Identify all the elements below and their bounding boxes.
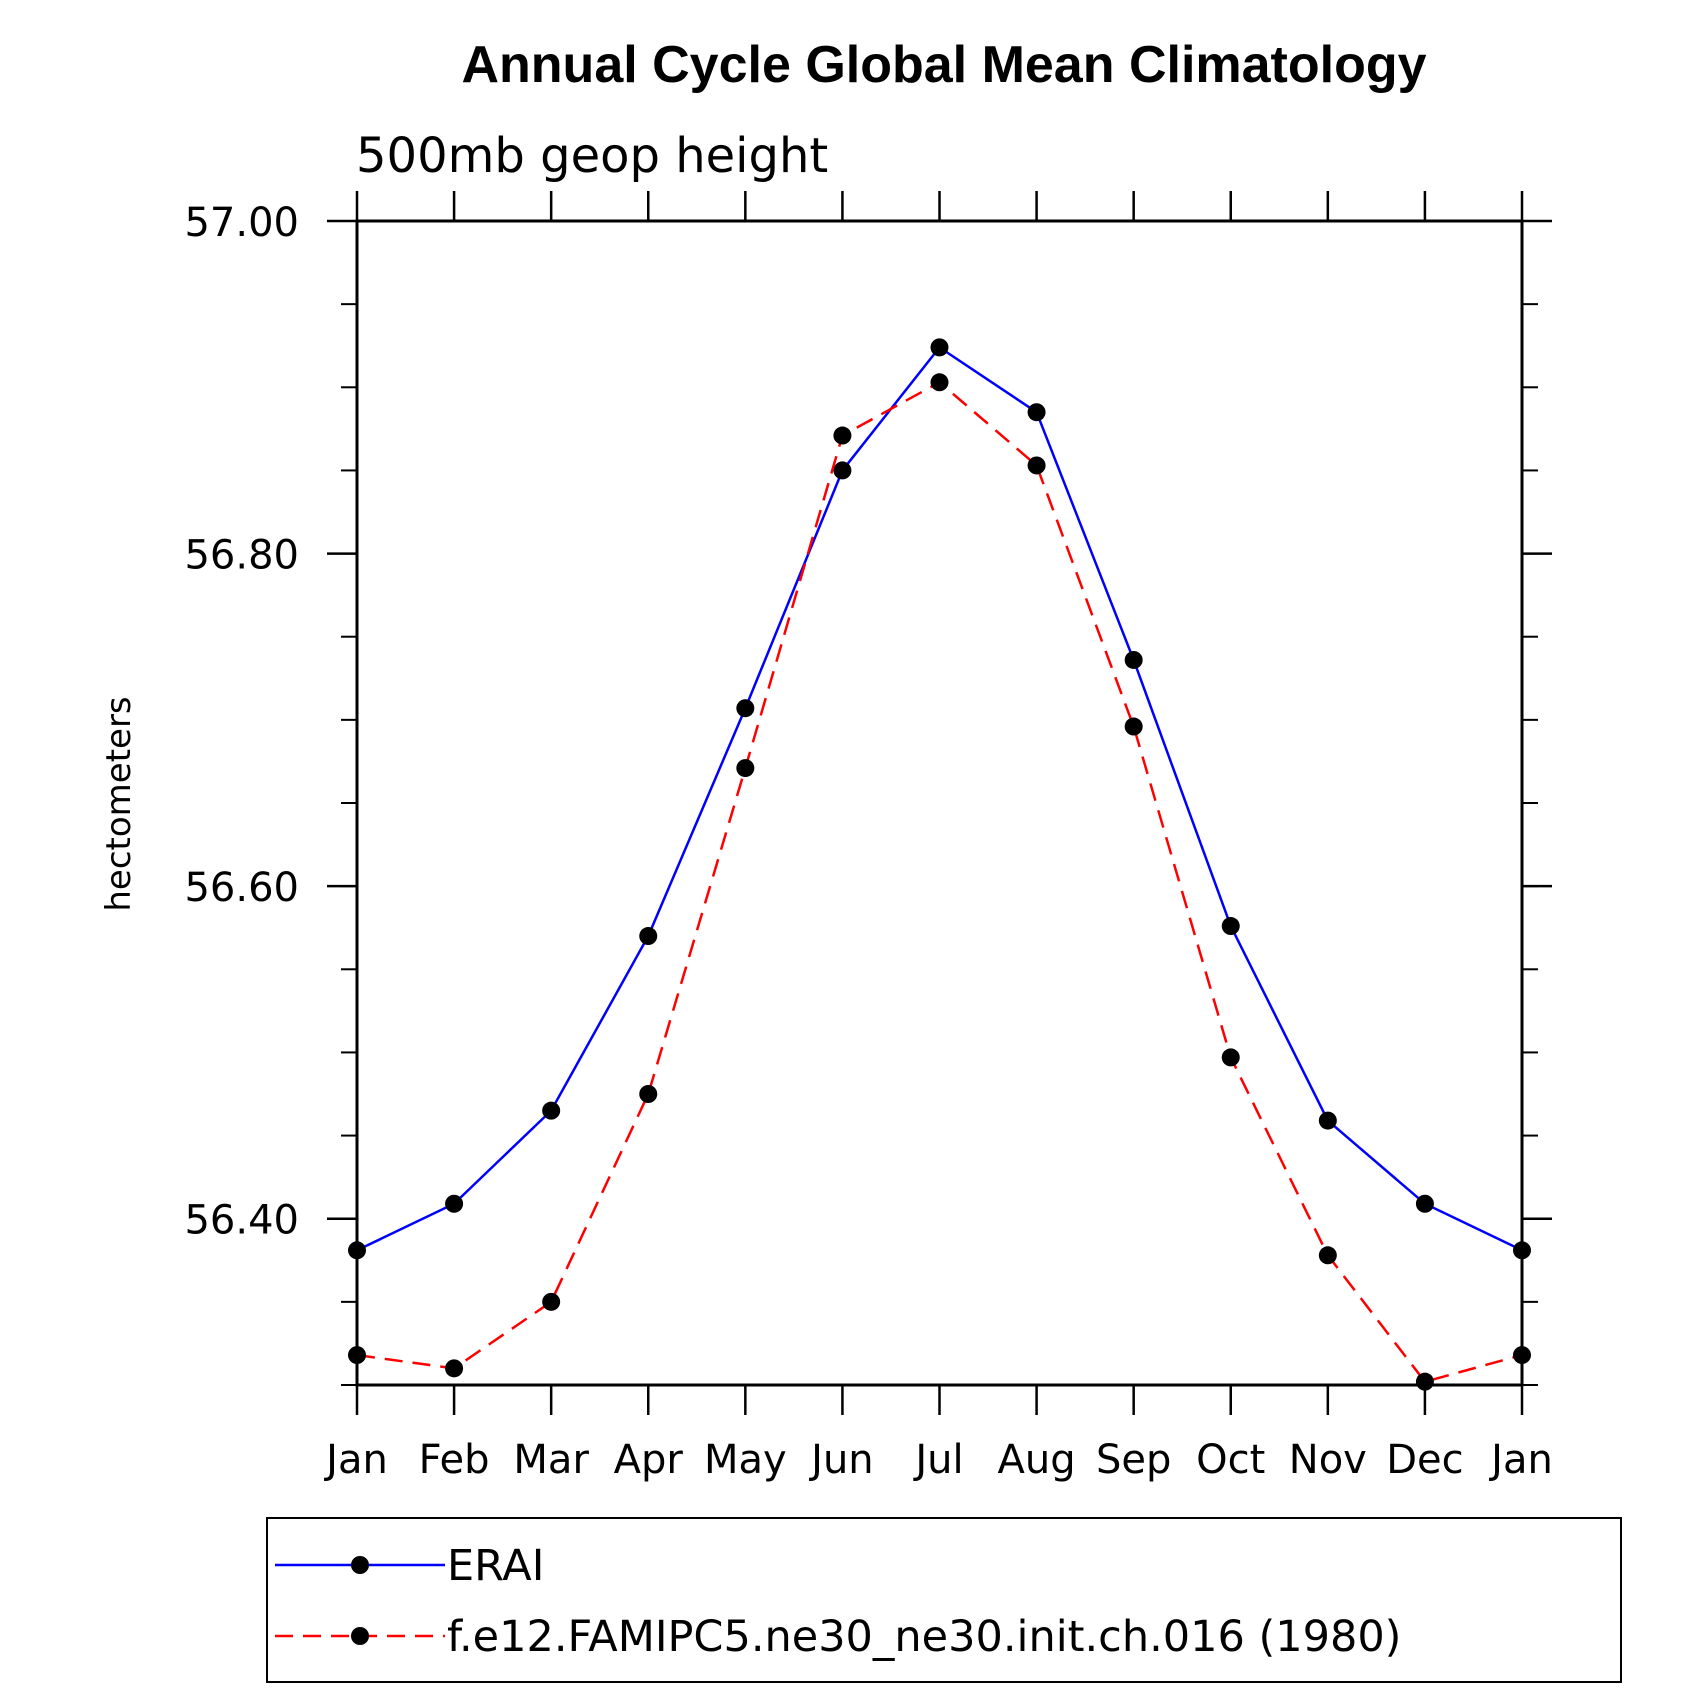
series-1-point: [736, 699, 755, 718]
series-2-point: [1027, 456, 1046, 475]
x-tick-label: Jun: [808, 1437, 874, 1483]
series-2-point: [1124, 717, 1143, 736]
x-tick-label: Jan: [1488, 1437, 1553, 1483]
x-tick-label: May: [704, 1437, 787, 1483]
series-2-point: [930, 373, 949, 392]
legend-label-2: f.e12.FAMIPC5.ne30_ne30.init.ch.016 (198…: [447, 1612, 1401, 1662]
series-layer: [348, 338, 1531, 1391]
series-1-point: [833, 461, 852, 480]
series-2-point: [833, 426, 852, 445]
series-1-point: [1415, 1194, 1434, 1213]
x-tick-label: Dec: [1386, 1437, 1463, 1483]
x-tick-label: Nov: [1289, 1437, 1367, 1483]
series-2-point: [1318, 1246, 1337, 1265]
series-2-point: [1221, 1048, 1240, 1067]
series-2-point: [1415, 1372, 1434, 1391]
x-tick-label: Sep: [1096, 1437, 1171, 1483]
legend-marker-1: [351, 1556, 369, 1574]
series-line-1: [356, 345, 1523, 1252]
x-tick-label: Feb: [419, 1437, 490, 1483]
legend-marker-2: [351, 1627, 369, 1645]
axes: Jan Feb Mar Apr May Jun Jul Aug Sep Oct Nov Dec Jan 5…: [184, 191, 1553, 1483]
chart-title: Annual Cycle Global Mean Climatology: [461, 36, 1426, 94]
y-tick-label: 56.60: [184, 865, 299, 911]
series-1-point: [348, 1241, 366, 1260]
y-tick-label: 56.80: [184, 533, 299, 579]
series-1-point: [1513, 1241, 1531, 1260]
y-tick-label: 56.40: [184, 1198, 299, 1244]
chart-subtitle: 500mb geop height: [356, 128, 828, 184]
legend-label-1: ERAI: [447, 1541, 544, 1591]
series-1-point: [1124, 650, 1143, 669]
plot-frame: [355, 219, 1524, 1387]
series-2-point: [1513, 1346, 1531, 1365]
series-2-point: [348, 1346, 366, 1365]
x-tick-label: Mar: [513, 1437, 589, 1483]
x-tick-label: Oct: [1196, 1437, 1265, 1483]
x-tick-label: Apr: [614, 1437, 684, 1483]
series-1-point: [930, 338, 949, 357]
x-tick-label: Aug: [998, 1437, 1076, 1483]
series-1-point: [445, 1194, 464, 1213]
series-line-2: [356, 380, 1523, 1384]
series-1-point: [639, 927, 658, 946]
x-tick-label: Jul: [912, 1437, 963, 1483]
series-1-point: [1027, 403, 1046, 422]
series-1-point: [1318, 1111, 1337, 1130]
y-tick-label: 57.00: [184, 200, 299, 246]
series-1-point: [542, 1101, 561, 1120]
legend-box: [266, 1517, 1622, 1683]
legend: ERAI f.e12.FAMIPC5.ne30_ne30.init.ch.016 …: [266, 1517, 1622, 1683]
series-2-point: [445, 1359, 464, 1378]
series-2-point: [639, 1085, 658, 1103]
series-2-point: [542, 1292, 561, 1311]
series-2-point: [736, 759, 755, 778]
y-axis-label: hectometers: [99, 696, 139, 911]
series-1-point: [1221, 917, 1240, 936]
x-tick-label: Jan: [323, 1437, 388, 1483]
